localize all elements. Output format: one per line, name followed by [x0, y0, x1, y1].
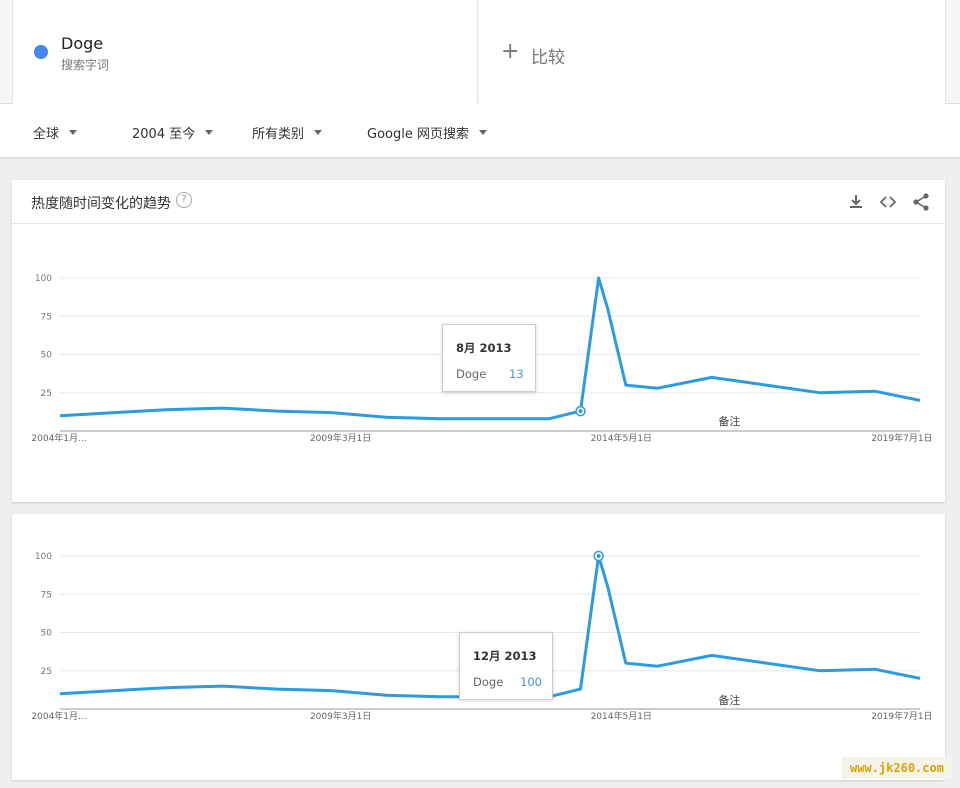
tooltip-term: Doge	[456, 367, 487, 381]
watermark: www.jk260.com	[842, 757, 952, 779]
tooltip-term: Doge	[473, 675, 504, 689]
plus-icon[interactable]: +	[501, 39, 520, 64]
highlight-point-center	[578, 409, 583, 414]
search-terms-bar: Doge 搜索字词 + 比较	[0, 0, 960, 104]
category-dropdown[interactable]: 所有类别	[252, 123, 323, 142]
x-tick-label: 2004年1月...	[31, 432, 86, 444]
series-line-doge	[59, 554, 921, 699]
tooltip-date: 12月 2013	[473, 649, 537, 663]
region-dropdown[interactable]: 全球	[33, 123, 78, 142]
y-tick-label: 100	[35, 552, 52, 562]
term-color-dot	[34, 45, 48, 59]
y-tick-label: 25	[41, 667, 52, 677]
search-type-label: Google 网页搜索	[367, 127, 469, 142]
x-tick-label: 2019年7月1日	[871, 432, 932, 444]
x-tick-label: 2019年7月1日	[871, 710, 932, 722]
compare-label[interactable]: 比较	[531, 48, 565, 68]
region-label: 全球	[33, 127, 60, 142]
chevron-down-icon	[478, 130, 487, 135]
x-tick-label: 2004年1月...	[31, 710, 86, 722]
y-tick-label: 50	[41, 351, 53, 361]
interest-over-time-card: 热度随时间变化的趋势 ? 100 75 50 25 2004年1月... 2009年3月1…	[12, 180, 945, 502]
chevron-down-icon	[314, 130, 323, 135]
x-tick-label: 2009年3月1日	[310, 710, 371, 722]
search-term-card[interactable]: Doge 搜索字词	[12, 0, 478, 104]
chart-tooltip: 8月 2013 Doge 13	[442, 324, 536, 392]
note-label: 备注	[718, 414, 740, 428]
term-type: 搜索字词	[61, 58, 110, 72]
x-tick-label: 2009年3月1日	[310, 432, 371, 444]
x-tick-label: 2014年5月1日	[591, 432, 652, 444]
embed-icon[interactable]	[878, 192, 898, 212]
tooltip-date: 8月 2013	[456, 341, 512, 355]
x-tick-label: 2014年5月1日	[591, 710, 652, 722]
chart-tooltip: 12月 2013 Doge 100	[459, 632, 553, 700]
y-tick-label: 25	[41, 389, 52, 399]
card-title: 热度随时间变化的趋势	[31, 196, 171, 212]
card-header: 热度随时间变化的趋势 ?	[12, 180, 945, 224]
category-label: 所有类别	[252, 127, 305, 142]
tooltip-value: 100	[520, 675, 542, 689]
note-label: 备注	[718, 693, 740, 707]
filter-bar: 全球 2004 至今 所有类别 Google 网页搜索	[0, 104, 960, 158]
highlight-point-center	[596, 554, 601, 558]
trend-chart: 100 75 50 25 2004年1月... 2009年3月1日 2014年5月1日 201…	[31, 550, 933, 722]
time-label: 2004 至今	[132, 127, 196, 142]
compare-card[interactable]: + 比较	[479, 0, 946, 104]
share-icon[interactable]	[911, 192, 931, 212]
help-icon[interactable]: ?	[176, 192, 192, 208]
chevron-down-icon	[69, 130, 78, 135]
tooltip-value: 13	[509, 367, 524, 381]
y-tick-label: 50	[41, 629, 53, 639]
y-tick-label: 75	[41, 312, 52, 322]
search-type-dropdown[interactable]: Google 网页搜索	[367, 123, 487, 142]
interest-over-time-card-2: 100 75 50 25 2004年1月... 2009年3月1日 2014年5月1日 201…	[12, 514, 945, 780]
term-name[interactable]: Doge	[61, 34, 104, 53]
y-tick-label: 75	[41, 590, 52, 600]
download-icon[interactable]	[846, 192, 866, 212]
series-line-doge	[59, 276, 921, 421]
time-dropdown[interactable]: 2004 至今	[132, 123, 214, 142]
y-tick-label: 100	[35, 274, 52, 284]
chevron-down-icon	[205, 130, 214, 135]
